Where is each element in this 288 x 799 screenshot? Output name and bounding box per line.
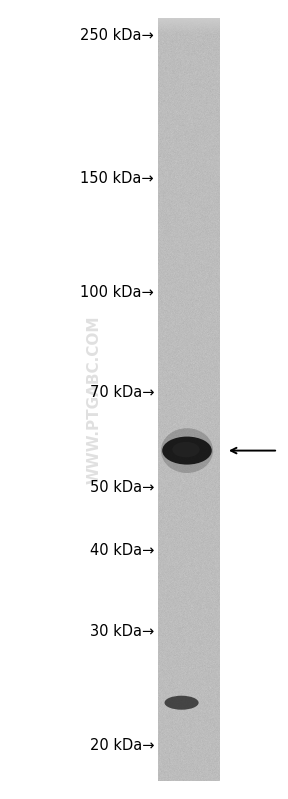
Text: 250 kDa→: 250 kDa→ (80, 27, 154, 42)
Text: 30 kDa→: 30 kDa→ (90, 623, 154, 638)
Text: 100 kDa→: 100 kDa→ (80, 285, 154, 300)
Text: 20 kDa→: 20 kDa→ (90, 737, 154, 753)
Text: 40 kDa→: 40 kDa→ (90, 543, 154, 558)
Ellipse shape (162, 436, 212, 464)
Ellipse shape (161, 428, 213, 473)
Text: 150 kDa→: 150 kDa→ (80, 171, 154, 186)
Text: WWW.PTGABC.COM: WWW.PTGABC.COM (86, 316, 101, 483)
Text: 50 kDa→: 50 kDa→ (90, 480, 154, 495)
Text: 70 kDa→: 70 kDa→ (90, 385, 154, 400)
Ellipse shape (164, 696, 199, 710)
Ellipse shape (172, 442, 200, 457)
